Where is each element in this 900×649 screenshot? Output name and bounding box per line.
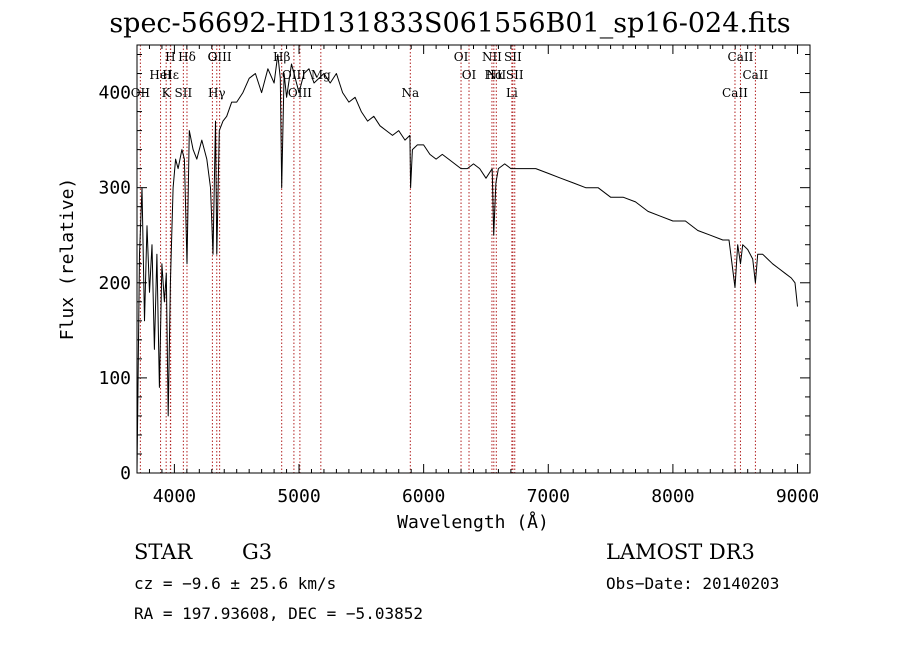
line-marker-label: CaII — [742, 68, 768, 82]
line-marker-label: OIII — [288, 86, 312, 100]
plot-frame — [136, 44, 811, 474]
line-marker-label: SII — [504, 50, 522, 64]
line-marker-label: Hα — [485, 68, 504, 82]
line-marker-label: H — [165, 50, 175, 64]
spectrum-line — [136, 54, 798, 474]
spectral-line-labels: HδHεHγHβHαOIIOIIIOIIIOIIIOIOIKHHeISIIGMg… — [131, 50, 769, 100]
x-tick-label: 8000 — [651, 486, 694, 507]
line-marker-label: OIII — [208, 50, 232, 64]
line-marker-label: CaII — [722, 86, 748, 100]
y-tick-label: 100 — [98, 368, 131, 389]
line-marker-label: CaII — [728, 50, 754, 64]
line-marker-label: Hε — [162, 68, 179, 82]
line-marker-label: OIII — [282, 68, 306, 82]
chart-title: spec-56692-HD131833S061556B01_sp16-024.f… — [109, 8, 791, 39]
line-marker-label: OI — [462, 68, 477, 82]
object-class: STAR — [134, 540, 193, 564]
line-marker-label: OII — [131, 86, 151, 100]
coordinates: RA = 197.93608, DEC = −5.03852 — [134, 604, 423, 623]
line-marker-label: Li — [506, 86, 518, 100]
spectrum-layer — [136, 54, 798, 474]
x-axis-label: Wavelength (Å) — [397, 511, 549, 533]
line-marker-label: HeI — [149, 68, 172, 82]
redshift-cz: cz = −9.6 ± 25.6 km/s — [134, 574, 337, 593]
line-marker-label: SII — [506, 68, 524, 82]
x-tick-label: 9000 — [776, 486, 819, 507]
survey-name: LAMOST DR3 — [606, 540, 755, 564]
y-tick-label: 400 — [98, 83, 131, 104]
observation-date: Obs−Date: 20140203 — [606, 574, 780, 593]
spectral-line-markers — [139, 45, 756, 473]
y-tick-label: 0 — [120, 463, 131, 484]
line-marker-label: SII — [175, 86, 193, 100]
axis-ticks: 4000 5000 6000 7000 8000 9000 0 100 200 300 400 — [98, 45, 819, 507]
line-marker-label: Mg — [311, 68, 331, 82]
x-tick-label: 6000 — [402, 486, 445, 507]
line-marker-label: NII — [486, 68, 506, 82]
line-marker-label: Hδ — [178, 50, 196, 64]
x-tick-label: 4000 — [153, 486, 196, 507]
line-marker-label: NII — [482, 50, 502, 64]
y-axis-label: Flux (relative) — [57, 178, 78, 341]
x-tick-label: 7000 — [527, 486, 570, 507]
y-tick-label: 300 — [98, 178, 131, 199]
y-tick-label: 200 — [98, 273, 131, 294]
object-subclass: G3 — [242, 540, 273, 564]
line-marker-label: K — [162, 86, 172, 100]
line-marker-label: G — [208, 50, 218, 64]
line-marker-label: Hβ — [273, 50, 290, 64]
x-tick-label: 5000 — [277, 486, 320, 507]
line-marker-label: OI — [454, 50, 469, 64]
line-marker-label: Na — [401, 86, 419, 100]
line-marker-label: Hγ — [208, 86, 226, 100]
